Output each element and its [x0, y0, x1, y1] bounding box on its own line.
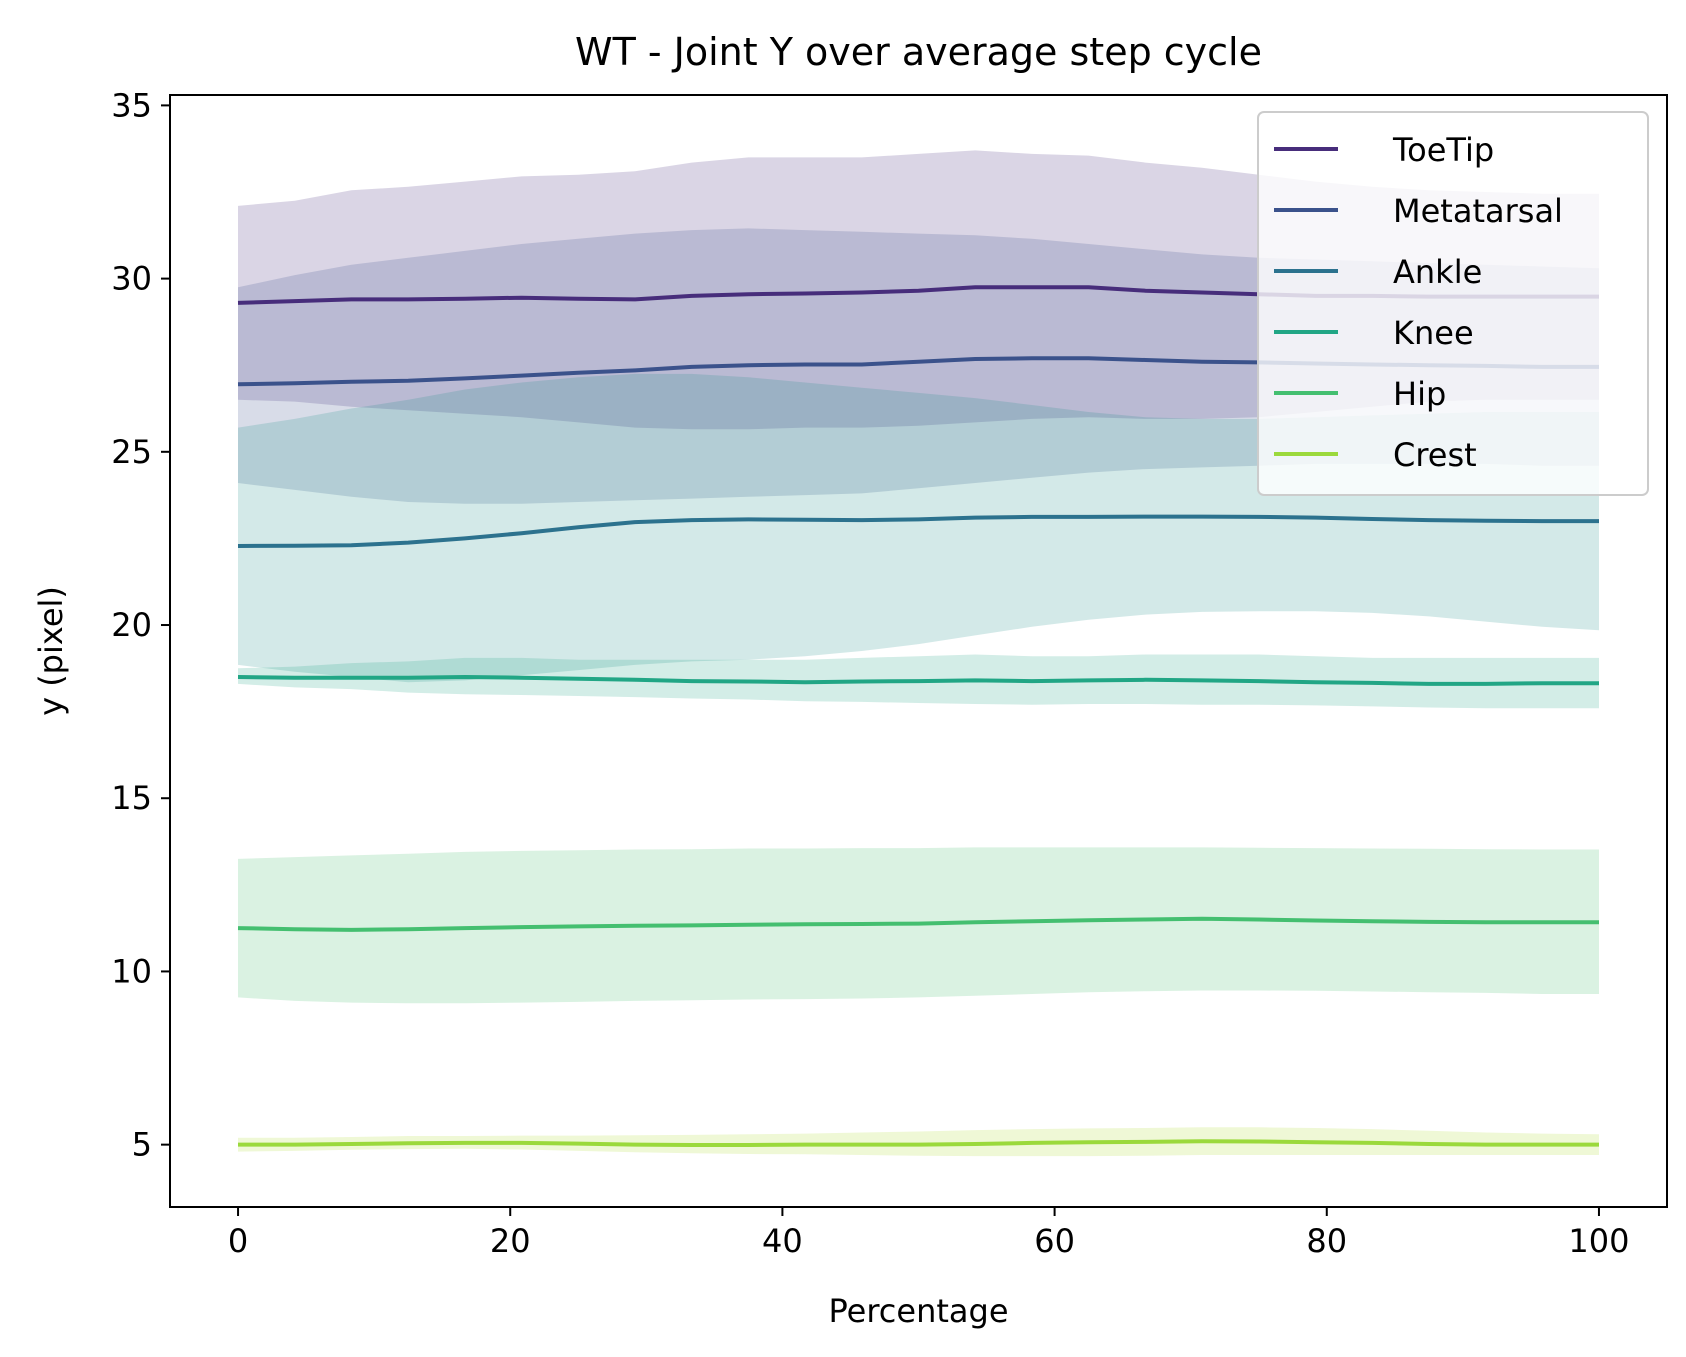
chart-title: WT - Joint Y over average step cycle: [575, 30, 1262, 74]
plot-frame: [169, 94, 1668, 1208]
mean-lines: [237, 285, 1599, 1147]
y-axis-ticks: 5 10 15 20 25 30 35: [111, 86, 170, 1164]
legend-label-knee: Knee: [1393, 314, 1474, 352]
legend-label-hip: Hip: [1393, 375, 1446, 413]
legend-label-metatarsal: Metatarsal: [1393, 192, 1563, 230]
x-tick-label: 0: [228, 1222, 248, 1260]
y-tick-label: 10: [111, 952, 152, 990]
y-tick-label: 35: [111, 86, 152, 124]
ankle-line: [237, 514, 1599, 548]
x-tick-label: 80: [1306, 1222, 1347, 1260]
legend-label-toetip: ToeTip: [1392, 131, 1494, 169]
y-tick-label: 5: [132, 1126, 152, 1164]
legend-box: [1257, 111, 1649, 496]
legend-label-crest: Crest: [1393, 436, 1477, 474]
x-axis-ticks: 0 20 40 60 80 100: [228, 1207, 1629, 1260]
x-tick-label: 40: [762, 1222, 803, 1260]
crest-line: [238, 1139, 1599, 1147]
y-tick-label: 30: [111, 260, 152, 298]
x-tick-label: 60: [1034, 1222, 1075, 1260]
y-tick-label: 25: [111, 433, 152, 471]
x-tick-label: 20: [490, 1222, 531, 1260]
knee-line: [237, 675, 1599, 686]
y-tick-label: 15: [111, 779, 152, 817]
legend-label-ankle: Ankle: [1393, 253, 1482, 291]
legend: ToeTip Metatarsal Ankle Knee Hip Crest: [1257, 111, 1649, 496]
x-tick-label: 100: [1568, 1222, 1629, 1260]
y-tick-label: 20: [111, 606, 152, 644]
y-axis-label: y (pixel): [32, 586, 70, 716]
hip-line: [237, 916, 1599, 932]
x-axis-label: Percentage: [828, 1292, 1008, 1330]
crest-band: [238, 1127, 1599, 1157]
